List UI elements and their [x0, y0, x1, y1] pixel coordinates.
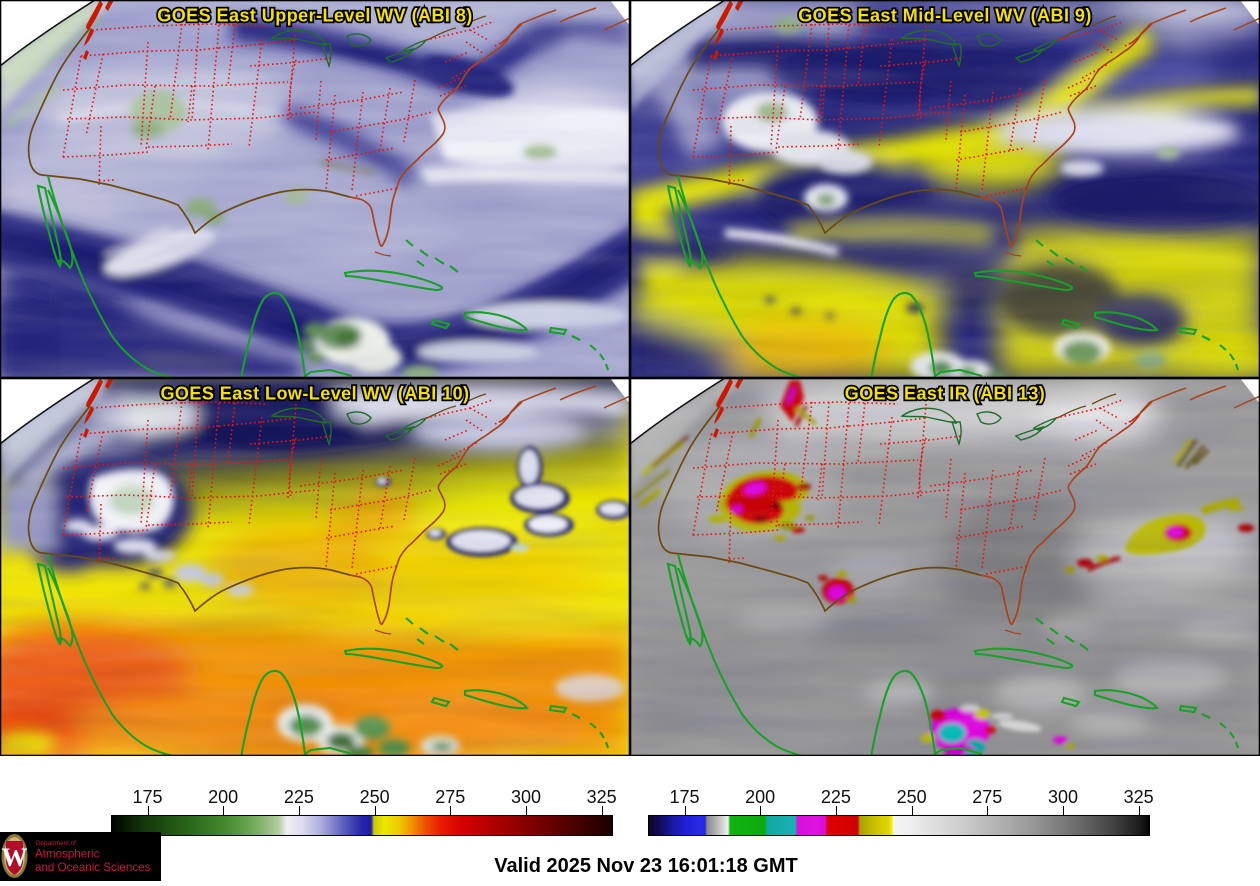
svg-text:GOES East Mid-Level WV (ABI 9): GOES East Mid-Level WV (ABI 9): [798, 6, 1092, 26]
svg-text:GOES East IR (ABI 13): GOES East IR (ABI 13): [845, 384, 1046, 404]
svg-text:GOES East Upper-Level WV (ABI: GOES East Upper-Level WV (ABI 8): [157, 6, 472, 26]
svg-text:Atmospheric: Atmospheric: [35, 848, 100, 861]
svg-text:W: W: [2, 843, 28, 872]
svg-text:Department of: Department of: [36, 840, 76, 847]
svg-text:and Oceanic Sciences: and Oceanic Sciences: [35, 861, 151, 874]
svg-text:GOES East Low-Level WV (ABI 10: GOES East Low-Level WV (ABI 10): [160, 384, 469, 404]
